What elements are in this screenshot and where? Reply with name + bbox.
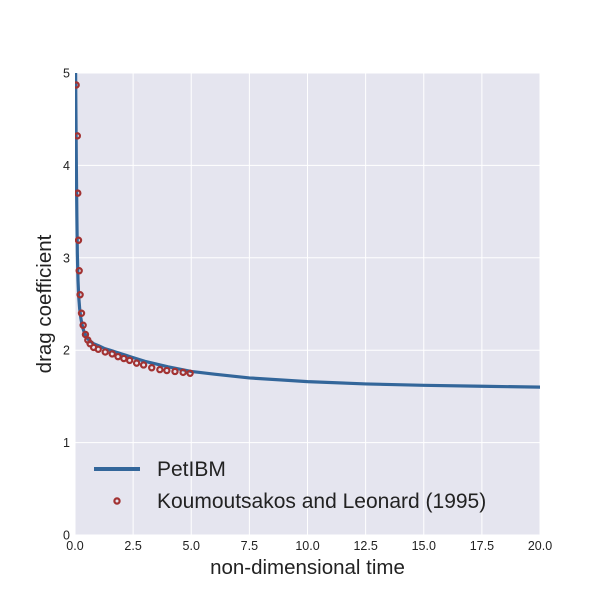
x-tick-label: 20.0 [528,539,552,553]
grid-lines [74,72,541,536]
series-point-koumoutsakos [125,356,134,365]
y-tick-label: 1 [63,436,70,450]
series-point-koumoutsakos [186,369,194,377]
legend-label-koumoutsakos: Koumoutsakos and Leonard (1995) [157,490,486,513]
y-tick-label: 4 [63,159,70,173]
series-point-koumoutsakos [101,348,109,356]
series-point-koumoutsakos [148,364,156,372]
x-tick-label: 0.0 [66,539,83,553]
y-tick-label: 0 [63,529,70,543]
y-tick-label: 2 [63,344,70,358]
series-point-koumoutsakos [94,345,102,353]
y-tick-label: 5 [63,67,70,81]
series-point-koumoutsakos [171,367,179,376]
series-point-koumoutsakos [75,81,80,89]
tick-labels: 0.0 2.5 5.0 7.5 10.0 12.5 15.0 17.5 20.0 0 1 2 3 4 5 [63,67,552,554]
x-tick-label: 2.5 [124,539,141,553]
x-tick-label: 10.0 [295,539,319,553]
x-tick-label: 7.5 [241,539,258,553]
series-point-koumoutsakos [114,352,122,361]
x-tick-label: 12.5 [353,539,377,553]
data-series [75,73,540,389]
series-point-koumoutsakos [75,236,83,244]
x-tick-label: 5.0 [183,539,200,553]
y-tick-label: 3 [63,251,70,265]
series-point-koumoutsakos [76,291,84,299]
x-axis-label: non-dimensional time [210,556,405,579]
series-point-koumoutsakos [120,354,128,363]
legend-label-petibm: PetIBM [157,458,226,481]
series-point-koumoutsakos [179,368,187,377]
x-tick-label: 15.0 [412,539,436,553]
series-point-koumoutsakos [75,132,82,140]
series-point-koumoutsakos [163,366,171,375]
series-point-koumoutsakos [77,309,86,317]
series-point-koumoutsakos [81,330,90,339]
series-point-koumoutsakos [156,365,164,374]
legend: PetIBM Koumoutsakos and Leonard (1995) [94,458,486,513]
series-point-koumoutsakos [75,189,82,197]
legend-marker-swatch [113,497,121,505]
series-point-koumoutsakos [139,361,148,369]
y-axis-label: drag coefficient [33,234,56,373]
series-point-koumoutsakos [75,267,83,275]
series-point-koumoutsakos [79,321,87,329]
x-tick-label: 17.5 [470,539,494,553]
series-point-koumoutsakos [108,350,116,358]
series-point-koumoutsakos [132,359,141,367]
